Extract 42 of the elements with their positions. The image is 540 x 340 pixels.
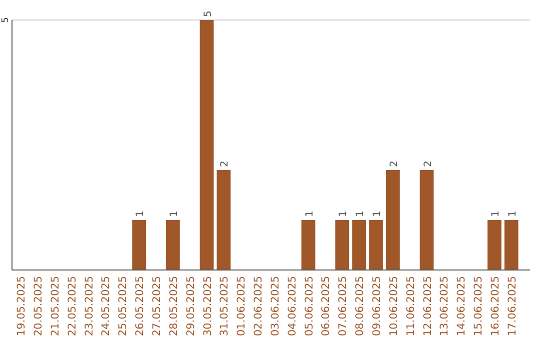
x-tick-label: 10.06.2025 xyxy=(388,276,400,336)
x-tick-label: 11.06.2025 xyxy=(404,276,417,336)
x-tick-label: 09.06.2025 xyxy=(370,276,383,336)
data-label: 1 xyxy=(338,210,350,217)
x-tick-label: 03.06.2025 xyxy=(269,276,282,336)
x-tick-label: 05.06.2025 xyxy=(303,276,316,336)
data-label: 1 xyxy=(168,210,180,217)
x-tick-label: 08.06.2025 xyxy=(354,276,366,336)
x-tick-label: 21.05.2025 xyxy=(49,276,62,336)
x-tick-label: 24.05.2025 xyxy=(100,276,112,336)
x-tick-label: 30.05.2025 xyxy=(202,276,214,336)
x-tick-label: 19.05.2025 xyxy=(16,276,28,336)
x-tick-label: 15.06.2025 xyxy=(472,276,485,336)
x-tick-label: 16.06.2025 xyxy=(489,276,502,336)
data-label: 2 xyxy=(388,160,400,167)
x-tick-label: 14.06.2025 xyxy=(456,276,468,336)
data-label: 5 xyxy=(202,10,214,17)
x-tick-label: 27.05.2025 xyxy=(151,276,164,336)
x-tick-label: 28.05.2025 xyxy=(168,276,180,336)
x-tick-label: 26.05.2025 xyxy=(134,276,146,336)
x-tick-label: 17.06.2025 xyxy=(506,276,518,336)
x-tick-label: 20.05.2025 xyxy=(32,276,45,336)
data-label: 1 xyxy=(355,210,366,217)
x-tick-label: 04.06.2025 xyxy=(286,276,298,336)
x-tick-label: 01.06.2025 xyxy=(236,276,248,336)
x-tick-label: 29.05.2025 xyxy=(184,276,197,336)
data-label: 1 xyxy=(507,210,518,217)
x-tick-label: 12.06.2025 xyxy=(422,276,434,336)
data-label: 2 xyxy=(422,160,434,167)
data-label: 1 xyxy=(135,210,146,217)
data-label: 1 xyxy=(372,210,383,217)
x-tick-label: 23.05.2025 xyxy=(83,276,96,336)
x-tick-label: 06.06.2025 xyxy=(320,276,332,336)
data-label: 1 xyxy=(304,210,316,217)
x-tick-label: 02.06.2025 xyxy=(252,276,265,336)
data-label: 1 xyxy=(490,210,502,217)
x-tick-label: 22.05.2025 xyxy=(66,276,78,336)
x-tick-label: 13.06.2025 xyxy=(438,276,451,336)
data-label: 2 xyxy=(220,160,231,167)
x-tick-label: 25.05.2025 xyxy=(117,276,130,336)
x-tick-label: 07.06.2025 xyxy=(337,276,350,336)
x-tick-label: 31.05.2025 xyxy=(218,276,231,336)
